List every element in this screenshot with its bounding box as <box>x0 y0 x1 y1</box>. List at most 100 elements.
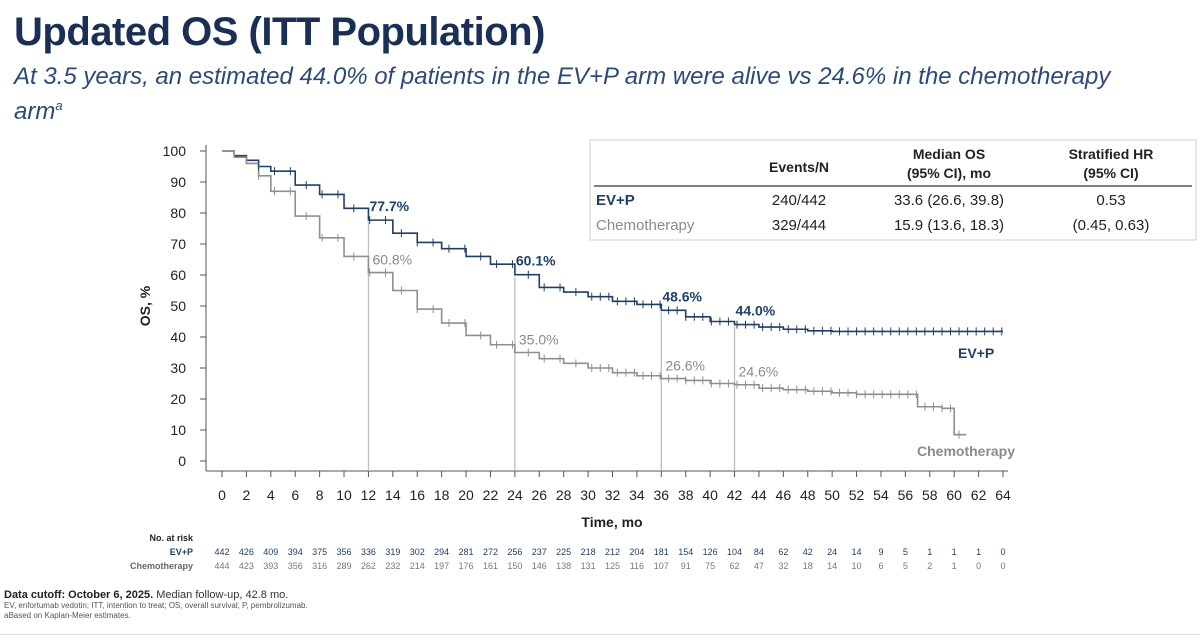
events-header: Events/N <box>769 159 829 175</box>
evp-end-label: EV+P <box>958 345 994 361</box>
risk-value-chemo: 6 <box>878 561 883 571</box>
risk-value-chemo: 232 <box>385 561 400 571</box>
evp-landmark-label: 48.6% <box>662 288 702 304</box>
page-subtitle: At 3.5 years, an estimated 44.0% of pati… <box>14 62 1134 126</box>
risk-value-chemo: 107 <box>654 561 669 571</box>
x-tick-label: 32 <box>605 487 621 503</box>
y-tick-label: 80 <box>170 205 186 221</box>
risk-value-evp: 24 <box>827 547 837 557</box>
risk-value-evp: 375 <box>312 547 327 557</box>
x-tick-label: 54 <box>873 487 889 503</box>
x-tick-label: 2 <box>243 487 251 503</box>
risk-value-chemo: 1 <box>952 561 957 571</box>
risk-value-chemo: 138 <box>556 561 571 571</box>
x-tick-label: 58 <box>922 487 938 503</box>
data-cutoff-note: Data cutoff: October 6, 2025. Median fol… <box>4 589 904 601</box>
risk-value-chemo: 75 <box>705 561 715 571</box>
risk-value-chemo: 161 <box>483 561 498 571</box>
risk-value-evp: 204 <box>629 547 644 557</box>
risk-value-evp: 394 <box>288 547 303 557</box>
risk-value-chemo: 14 <box>827 561 837 571</box>
kaplan-meier-note: aBased on Kaplan-Meier estimates. <box>4 611 131 620</box>
x-tick-label: 46 <box>776 487 792 503</box>
follow-up-text: Median follow-up, 42.8 mo. <box>153 589 289 601</box>
risk-value-chemo: 289 <box>337 561 352 571</box>
risk-value-chemo: 214 <box>410 561 425 571</box>
risk-value-chemo: 146 <box>532 561 547 571</box>
median-os-header: Median OS <box>913 146 985 162</box>
table-events: 240/442 <box>772 192 826 209</box>
chemo-landmark-label: 35.0% <box>519 332 559 348</box>
y-tick-label: 10 <box>170 422 186 438</box>
table-events: 329/444 <box>772 217 826 234</box>
footnotes: Data cutoff: October 6, 2025. Median fol… <box>4 589 904 621</box>
risk-value-evp: 9 <box>878 547 883 557</box>
risk-value-chemo: 197 <box>434 561 449 571</box>
x-tick-label: 8 <box>316 487 324 503</box>
x-tick-label: 10 <box>336 487 352 503</box>
risk-value-chemo: 32 <box>778 561 788 571</box>
x-tick-label: 60 <box>946 487 962 503</box>
risk-value-evp: 237 <box>532 547 547 557</box>
risk-value-evp: 1 <box>927 547 932 557</box>
risk-value-evp: 442 <box>214 547 229 557</box>
risk-value-chemo: 5 <box>903 561 908 571</box>
risk-value-chemo: 0 <box>1000 561 1005 571</box>
risk-value-chemo: 316 <box>312 561 327 571</box>
table-arm-chemo: Chemotherapy <box>596 217 695 234</box>
risk-value-evp: 409 <box>263 547 278 557</box>
risk-value-chemo: 47 <box>754 561 764 571</box>
risk-value-evp: 0 <box>1000 547 1005 557</box>
abbreviations-note: EV, enfortumab vedotin; ITT, intention t… <box>4 601 308 610</box>
evp-landmark-label: 77.7% <box>369 198 409 214</box>
x-tick-label: 4 <box>267 487 275 503</box>
risk-value-chemo: 62 <box>730 561 740 571</box>
risk-value-evp: 126 <box>703 547 718 557</box>
risk-value-chemo: 0 <box>976 561 981 571</box>
y-tick-label: 100 <box>163 143 187 159</box>
chemo-landmark-label: 26.6% <box>665 358 705 374</box>
risk-value-evp: 319 <box>385 547 400 557</box>
x-tick-label: 14 <box>385 487 401 503</box>
risk-value-evp: 281 <box>459 547 474 557</box>
risk-value-chemo: 10 <box>852 561 862 571</box>
y-axis-label: OS, % <box>137 285 153 326</box>
x-tick-label: 64 <box>995 487 1011 503</box>
x-tick-label: 42 <box>727 487 743 503</box>
table-median-os: 15.9 (13.6, 18.3) <box>894 217 1004 234</box>
risk-value-chemo: 176 <box>459 561 474 571</box>
risk-value-evp: 256 <box>507 547 522 557</box>
table-hr: (0.45, 0.63) <box>1073 217 1150 234</box>
risk-value-evp: 1 <box>952 547 957 557</box>
y-tick-label: 40 <box>170 329 186 345</box>
risk-value-evp: 218 <box>581 547 596 557</box>
risk-value-evp: 5 <box>903 547 908 557</box>
risk-row-label-evp: EV+P <box>170 547 193 557</box>
risk-value-chemo: 2 <box>927 561 932 571</box>
median-os-header: (95% CI), mo <box>907 165 991 181</box>
risk-value-chemo: 131 <box>581 561 596 571</box>
x-tick-label: 34 <box>629 487 645 503</box>
y-tick-label: 20 <box>170 391 186 407</box>
x-tick-label: 24 <box>507 487 523 503</box>
risk-value-evp: 356 <box>337 547 352 557</box>
x-tick-label: 0 <box>218 487 226 503</box>
x-tick-label: 30 <box>580 487 596 503</box>
subtitle-footnote-marker: a <box>55 98 63 113</box>
risk-value-chemo: 150 <box>507 561 522 571</box>
subtitle-text: At 3.5 years, an estimated 44.0% of pati… <box>14 63 1111 125</box>
x-axis-label: Time, mo <box>581 514 642 530</box>
risk-value-chemo: 423 <box>239 561 254 571</box>
table-arm-evp: EV+P <box>596 192 635 209</box>
x-tick-label: 6 <box>291 487 299 503</box>
x-tick-label: 12 <box>361 487 377 503</box>
bottom-divider <box>0 634 1200 635</box>
evp-landmark-label: 44.0% <box>736 303 776 319</box>
risk-table-title: No. at risk <box>149 533 194 543</box>
risk-value-evp: 294 <box>434 547 449 557</box>
risk-value-chemo: 444 <box>214 561 229 571</box>
y-tick-label: 50 <box>170 298 186 314</box>
y-tick-label: 90 <box>170 174 186 190</box>
x-tick-label: 56 <box>898 487 914 503</box>
